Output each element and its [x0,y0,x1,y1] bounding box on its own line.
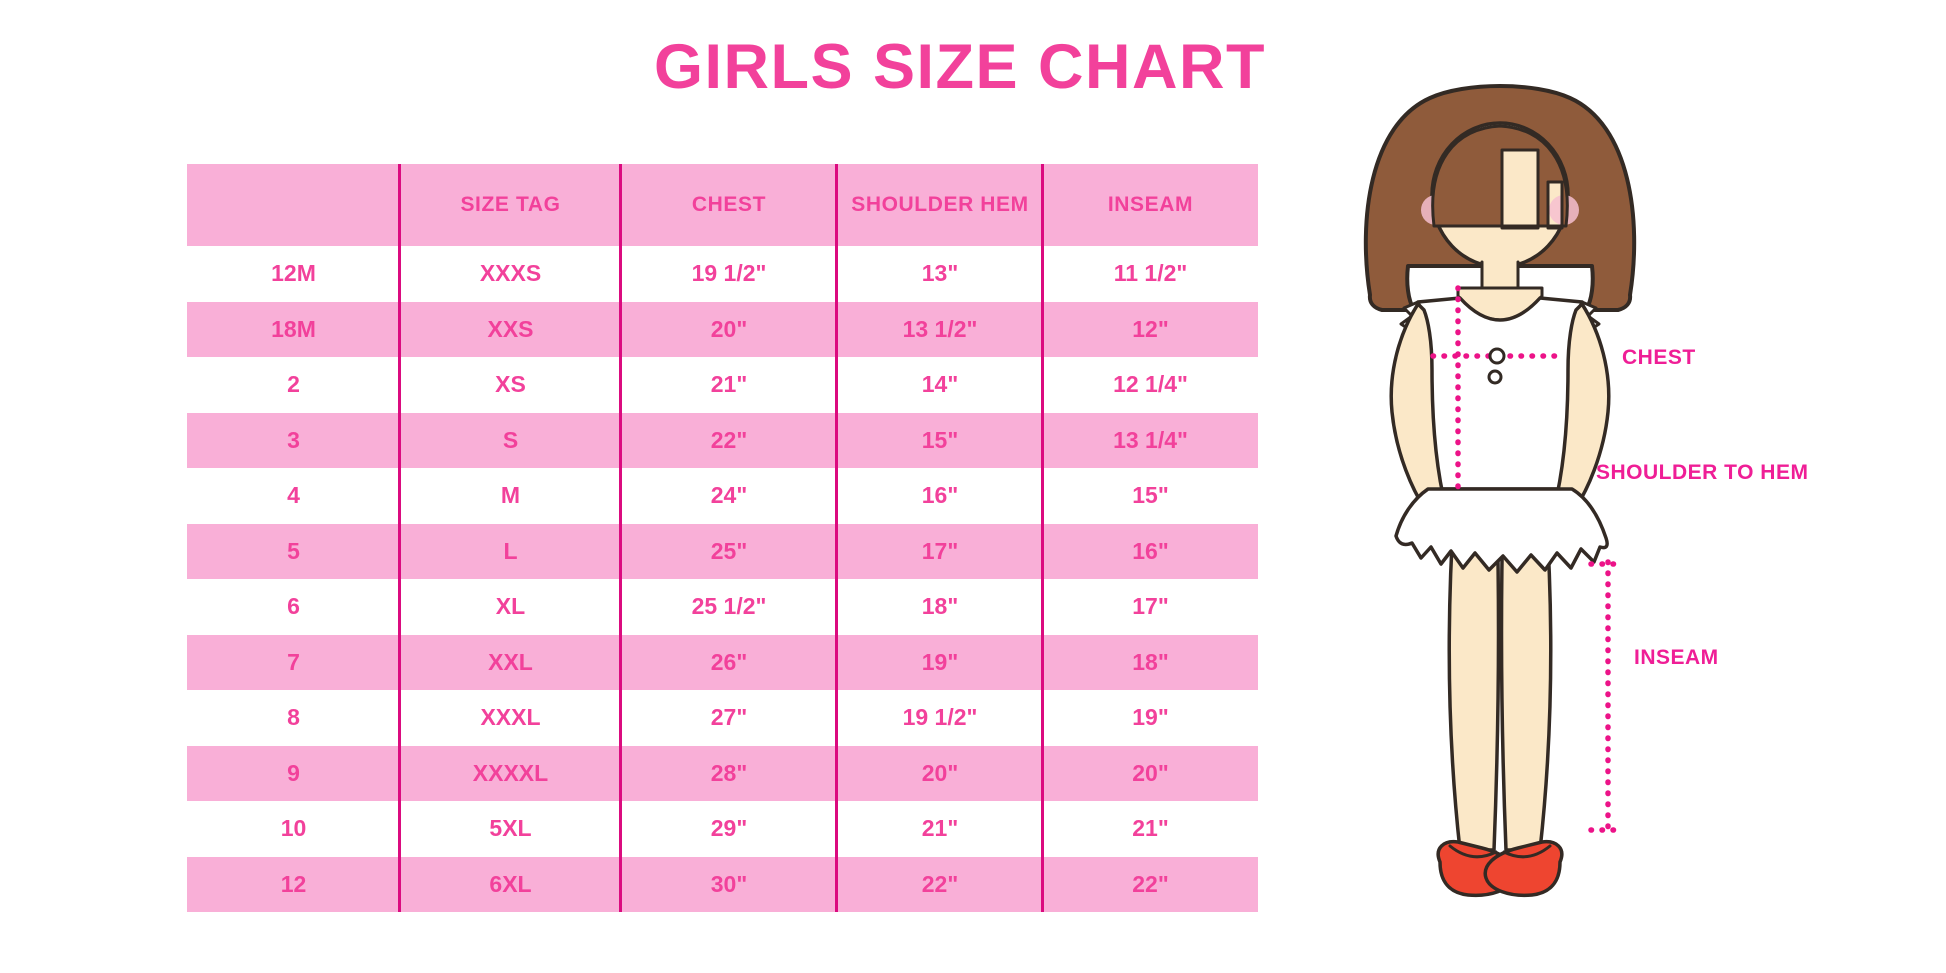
table-cell: 13 1/4" [1113,426,1188,453]
table-cell: 17" [921,537,959,564]
table-cell: 5XL [489,815,532,842]
table-row: 12 6XL 30" 22" 22" [187,856,1258,912]
table-cell: 22" [710,426,748,453]
table-cell: S [502,426,519,453]
table-cell: 10 [280,815,307,842]
girl-top [1416,296,1584,491]
table-header-cell: INSEAM [1107,193,1194,216]
table-cell: 13" [921,260,959,287]
girl-skirt [1394,487,1609,574]
table-cell: XXXS [479,260,542,287]
table-cell: 11 1/2" [1113,260,1188,287]
table-row: 18M XXS 20" 13 1/2" 12" [187,301,1258,357]
girl-measurement-figure: CHEST SHOULDER TO HEM INSEAM [1300,70,1850,920]
table-cell: 21" [710,371,748,398]
figure-label-chest: CHEST [1622,346,1696,369]
table-cell: XXS [487,315,534,342]
girl-top-button-2 [1487,369,1503,385]
table-cell: 25" [710,537,748,564]
table-cell: 6 [287,593,300,620]
table-cell: 15" [1132,482,1169,509]
table-cell: 29" [710,815,748,842]
table-cell: 6XL [489,870,532,897]
girl-top-button-1 [1488,347,1506,365]
table-cell: XXXL [480,704,541,731]
girl-shoe-right [1483,839,1564,898]
table-cell: 15" [921,426,959,453]
table-cell: 16" [1132,537,1169,564]
table-cell: 9 [287,759,300,786]
figure-label-inseam: INSEAM [1634,646,1719,669]
table-cell: 12 1/4" [1113,371,1188,398]
table-cell: 19" [1132,704,1169,731]
table-cell: XL [495,593,526,620]
table-cell: 14" [921,371,959,398]
table-cell: 20" [710,315,748,342]
table-cell: 16" [921,482,959,509]
table-row: 3 S 22" 15" 13 1/4" [187,412,1258,468]
table-cell: 22" [921,870,959,897]
table-row: 6 XL 25 1/2" 18" 17" [187,579,1258,635]
table-row: 7 XXL 26" 19" 18" [187,634,1258,690]
girl-illustration: CHEST SHOULDER TO HEM INSEAM [1363,84,1808,898]
table-row: 5 L 25" 17" 16" [187,523,1258,579]
table-cell: 7 [287,648,300,675]
page-title: GIRLS SIZE CHART [653,32,1266,102]
table-header-cell: SHOULDER HEM [851,193,1029,216]
table-cell: 18" [1132,648,1169,675]
table-row: 8 XXXL 27" 19 1/2" 19" [187,690,1258,746]
figure-label-shoulder-to-hem: SHOULDER TO HEM [1596,461,1808,484]
table-cell: 28" [710,759,748,786]
table-cell: 22" [1132,870,1169,897]
table-header-cell [187,164,400,246]
table-cell: 21" [1132,815,1169,842]
table-cell: XXXXL [472,759,549,786]
table-cell: 18M [271,315,316,342]
table-cell: XS [495,371,526,398]
table-cell: 5 [287,537,300,564]
table-header-row: SIZE TAG CHEST SHOULDER HEM INSEAM [187,164,1258,246]
table-cell: 30" [710,870,748,897]
girls-size-table: SIZE TAG CHEST SHOULDER HEM INSEAM 12M XXXS 19… [187,164,1258,912]
table-cell: 12" [1132,315,1169,342]
table-row: 9 XXXXL 28" 20" 20" [187,745,1258,801]
table-cell: 24" [710,482,748,509]
table-cell: 12M [271,260,316,287]
girl-shoe-right-strap [1502,844,1552,859]
table-cell: 2 [287,371,300,398]
table-cell: 21" [921,815,959,842]
table-cell: XXL [488,648,533,675]
table-cell: 26" [710,648,748,675]
girl-shoe-left-strap [1448,844,1498,859]
table-cell: 12 [280,870,307,897]
table-cell: 19" [921,648,959,675]
table-cell: 8 [287,704,300,731]
table-cell: 3 [287,426,300,453]
table-row: 12M XXXS 19 1/2" 13" 11 1/2" [187,246,1258,302]
table-cell: 19 1/2" [902,704,978,731]
table-cell: 20" [1132,759,1169,786]
table-cell: 17" [1132,593,1169,620]
table-row: 2 XS 21" 14" 12 1/4" [187,357,1258,413]
table-row: 4 M 24" 16" 15" [187,468,1258,524]
table-cell: 19 1/2" [691,260,767,287]
table-header-cell: CHEST [691,193,767,216]
table-header-cell: SIZE TAG [460,193,561,216]
table-cell: 20" [921,759,959,786]
table-cell: M [500,482,521,509]
table-cell: L [503,537,518,564]
table-cell: 27" [710,704,748,731]
table-cell: 25 1/2" [691,593,767,620]
table-cell: 4 [287,482,300,509]
table-row: 10 5XL 29" 21" 21" [187,801,1258,857]
girl-bangs [1431,124,1569,230]
table-cell: 13 1/2" [902,315,978,342]
table-cell: 18" [921,593,959,620]
